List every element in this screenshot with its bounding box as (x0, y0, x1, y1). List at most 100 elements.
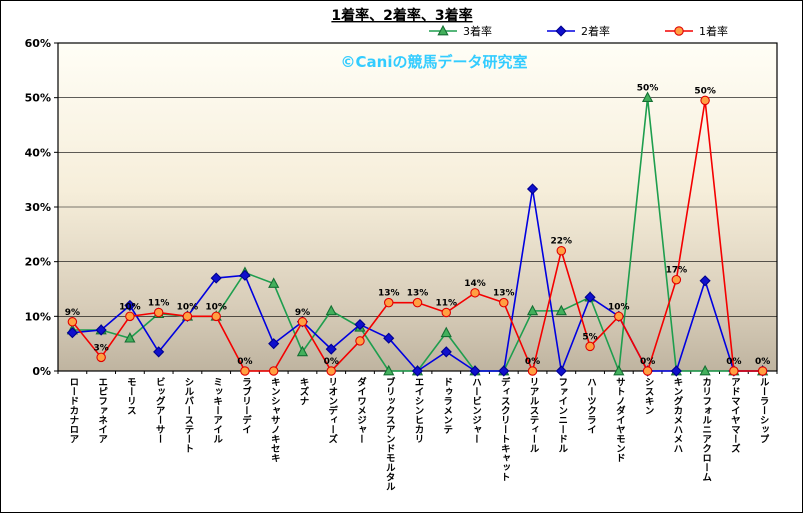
category-label: キンシャサノキセキ (268, 377, 280, 463)
y-axis-labels: 0% 10% 20% 30% 40% 50% 60% (25, 37, 58, 378)
circle-marker-icon (297, 317, 308, 327)
diamond-marker-icon (526, 183, 539, 195)
triangle-marker-icon (268, 277, 280, 288)
diamond-marker-icon (411, 365, 424, 377)
triangle-marker-icon (555, 304, 567, 316)
circle-marker-icon (671, 274, 682, 285)
data-label: 0% (755, 357, 770, 367)
circle-marker-icon (674, 26, 684, 36)
category-label: キズナ (297, 377, 309, 406)
data-label: 0% (726, 357, 741, 367)
diamond-marker-icon (268, 338, 280, 350)
data-label: 0% (640, 357, 655, 367)
data-label: 17% (666, 266, 688, 276)
data-label: 50% (694, 86, 716, 96)
category-label: ハービンジャー (470, 377, 482, 444)
category-label: ルーラーシップ (757, 377, 769, 444)
diamond-marker-icon (66, 327, 78, 339)
y-tick-label: 30% (25, 201, 51, 214)
legend-item-3着率: 3着率 (429, 24, 492, 38)
triangle-marker-icon (437, 24, 449, 36)
data-label: 22% (551, 237, 573, 247)
diamond-marker-icon (153, 346, 165, 358)
triangle-marker-icon (526, 304, 539, 316)
data-label: 10% (177, 302, 199, 312)
circle-marker-icon (125, 311, 135, 322)
category-label: ダイワメジャー (354, 377, 366, 444)
circle-marker-icon (383, 297, 394, 308)
circle-marker-icon (585, 341, 595, 352)
diamond-marker-icon (498, 365, 510, 377)
category-label: ファインニードル (556, 377, 568, 453)
y-tick-label: 40% (25, 146, 51, 159)
triangle-marker-icon (699, 364, 711, 376)
circle-marker-icon (96, 352, 106, 363)
diamond-marker-icon (440, 346, 452, 358)
y-tick-label: 50% (25, 92, 51, 105)
data-label: 11% (435, 299, 457, 309)
circle-marker-icon (556, 245, 567, 256)
data-label: 13% (407, 289, 429, 299)
data-label: 5% (582, 332, 597, 342)
diamond-marker-icon (210, 272, 222, 284)
triangle-marker-icon (440, 326, 452, 338)
triangle-marker-icon (296, 345, 309, 357)
legend-item-2着率: 2着率 (547, 24, 610, 38)
data-label: 0% (324, 357, 339, 367)
y-tick-label: 10% (25, 310, 51, 323)
triangle-marker-icon (325, 304, 337, 316)
category-label: ブリックスアンドモルタル (383, 377, 395, 491)
diamond-marker-icon (469, 365, 481, 377)
triangle-marker-icon (641, 91, 654, 103)
data-label: 50% (637, 84, 659, 94)
chart-title: 1着率、2着率、3着率 (331, 7, 472, 24)
diamond-marker-icon (95, 324, 107, 336)
category-label: サトノダイヤモンド (613, 377, 625, 463)
diamond-marker-icon (383, 332, 395, 344)
category-label: リオンディーズ (326, 377, 338, 444)
triangle-marker-icon (383, 364, 395, 376)
category-label: ロードカナロア (67, 377, 79, 444)
data-label: 9% (65, 308, 80, 318)
data-label: 10% (119, 302, 141, 312)
circle-marker-icon (240, 366, 250, 376)
circle-marker-icon (470, 288, 480, 298)
diamond-marker-icon (239, 269, 251, 281)
diamond-marker-icon (354, 318, 366, 331)
legend-item-1着率: 1着率 (665, 24, 728, 38)
data-label: 3% (93, 343, 108, 353)
data-label: 11% (148, 299, 170, 309)
diamond-marker-icon (699, 275, 711, 287)
circle-marker-icon (355, 336, 365, 346)
data-label: 0% (237, 357, 252, 367)
category-label: ディスクリートキャット (498, 377, 510, 482)
category-label: モーリス (124, 377, 136, 415)
circle-marker-icon (729, 366, 739, 376)
data-label: 13% (378, 289, 400, 299)
circle-marker-icon (211, 311, 221, 322)
category-label: ハーツクライ (585, 377, 597, 434)
diamond-marker-icon (670, 365, 682, 377)
category-label: エイシンヒカリ (412, 377, 424, 444)
y-tick-label: 0% (32, 365, 51, 378)
category-label: リアルスティール (527, 377, 539, 453)
circle-marker-icon (614, 311, 624, 322)
watermark: ©Caniの競馬データ研究室 (341, 53, 528, 71)
data-label: 10% (608, 302, 630, 312)
circle-marker-icon (757, 366, 768, 376)
data-label: 9% (295, 308, 310, 318)
series-layer: 50% 9% 3% 10% 11% 10% 10% 0% 9% 0% 13% 13% 11% 14% 13%… (65, 84, 770, 377)
category-label: シルバーステート (182, 377, 194, 453)
category-label: ミッキーアイル (211, 377, 223, 444)
circle-marker-icon (412, 297, 423, 308)
circle-marker-icon (153, 307, 164, 318)
data-label: 10% (205, 302, 227, 312)
diamond-marker-icon (555, 25, 567, 37)
triangle-marker-icon (613, 364, 625, 376)
data-label: 13% (493, 289, 515, 299)
legend-label: 3着率 (463, 24, 492, 38)
circle-marker-icon (268, 366, 279, 376)
circle-marker-icon (67, 317, 78, 327)
